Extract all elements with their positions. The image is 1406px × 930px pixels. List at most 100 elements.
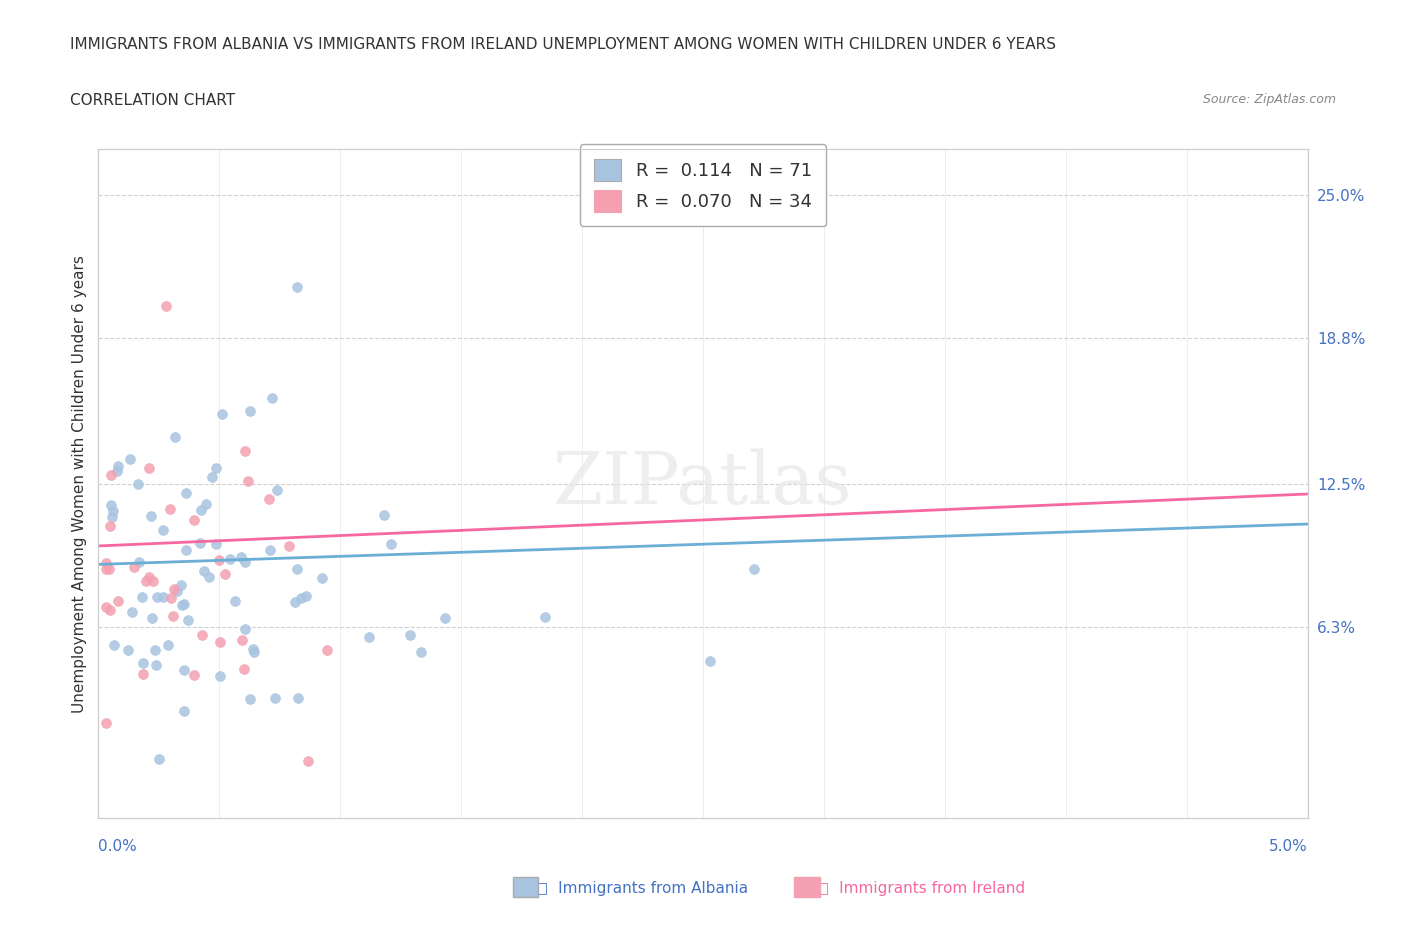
Point: [183, 668, 205, 683]
Point: [143, 643, 166, 658]
Point: [190, 502, 212, 517]
Point: [135, 574, 157, 589]
Point: [131, 590, 153, 604]
Point: [243, 644, 266, 659]
Point: [239, 403, 262, 418]
Point: [242, 642, 264, 657]
Point: [266, 482, 288, 497]
Point: [132, 667, 155, 682]
Point: [409, 644, 432, 659]
Point: [165, 430, 187, 445]
Point: [121, 604, 143, 619]
Point: [699, 654, 721, 669]
Point: [433, 610, 456, 625]
Legend: R =  0.114   N = 71, R =  0.070   N = 34: R = 0.114 N = 71, R = 0.070 N = 34: [579, 144, 827, 226]
Point: [177, 612, 200, 627]
Point: [132, 655, 155, 670]
Point: [152, 523, 174, 538]
Point: [290, 591, 312, 605]
Point: [97, 562, 120, 577]
Point: [159, 502, 181, 517]
Point: [224, 593, 246, 608]
Point: [146, 590, 169, 604]
Point: [107, 458, 129, 473]
Point: [316, 643, 339, 658]
Point: [209, 669, 232, 684]
Point: [107, 593, 129, 608]
Point: [284, 595, 307, 610]
Point: [138, 570, 160, 585]
Point: [191, 628, 214, 643]
Point: [201, 470, 224, 485]
Point: [285, 280, 308, 295]
Point: [399, 627, 422, 642]
Point: [214, 566, 236, 581]
Point: [373, 507, 395, 522]
Point: [142, 574, 165, 589]
Point: [127, 477, 149, 492]
Text: 5.0%: 5.0%: [1268, 839, 1308, 854]
Text: 0.0%: 0.0%: [98, 839, 138, 854]
Point: [163, 581, 186, 596]
Point: [94, 562, 117, 577]
Point: [138, 460, 160, 475]
Point: [233, 444, 256, 458]
Point: [117, 643, 139, 658]
Point: [277, 538, 299, 553]
Point: [188, 536, 211, 551]
Point: [155, 299, 177, 313]
Point: [94, 556, 117, 571]
Point: [103, 637, 125, 652]
Point: [166, 584, 188, 599]
Point: [193, 564, 215, 578]
Text: Source: ZipAtlas.com: Source: ZipAtlas.com: [1202, 93, 1336, 106]
Point: [742, 562, 765, 577]
Point: [103, 504, 125, 519]
Y-axis label: Unemployment Among Women with Children Under 6 years: Unemployment Among Women with Children U…: [72, 255, 87, 712]
Point: [195, 497, 218, 512]
Text: IMMIGRANTS FROM ALBANIA VS IMMIGRANTS FROM IRELAND UNEMPLOYMENT AMONG WOMEN WITH: IMMIGRANTS FROM ALBANIA VS IMMIGRANTS FR…: [70, 37, 1056, 52]
Point: [262, 391, 284, 405]
Point: [160, 591, 183, 605]
Point: [94, 599, 117, 614]
Point: [128, 554, 150, 569]
Point: [359, 630, 381, 644]
Point: [233, 554, 256, 569]
Point: [208, 634, 231, 649]
Point: [285, 561, 308, 576]
Point: [287, 691, 309, 706]
Point: [380, 537, 402, 551]
Point: [176, 543, 198, 558]
Point: [94, 715, 117, 730]
Point: [205, 461, 228, 476]
Point: [231, 632, 253, 647]
Point: [156, 637, 179, 652]
Point: [208, 553, 231, 568]
Point: [232, 661, 254, 676]
Point: [170, 597, 193, 612]
Point: [173, 703, 195, 718]
Point: [122, 560, 145, 575]
Point: [118, 451, 141, 466]
Point: [204, 537, 226, 551]
Text: □  Immigrants from Albania: □ Immigrants from Albania: [534, 881, 748, 896]
Point: [294, 588, 316, 603]
Point: [257, 491, 280, 506]
Point: [233, 622, 256, 637]
Point: [297, 753, 319, 768]
Point: [170, 578, 193, 592]
Point: [173, 597, 195, 612]
Point: [174, 486, 197, 501]
Point: [100, 468, 122, 483]
Point: [100, 519, 122, 534]
Point: [162, 608, 184, 623]
Point: [139, 509, 162, 524]
Point: [152, 590, 174, 604]
Point: [534, 610, 557, 625]
Point: [259, 542, 281, 557]
Point: [100, 498, 122, 513]
Point: [173, 663, 195, 678]
Text: ZIPatlas: ZIPatlas: [553, 448, 853, 519]
Point: [183, 512, 205, 527]
Point: [198, 569, 221, 584]
